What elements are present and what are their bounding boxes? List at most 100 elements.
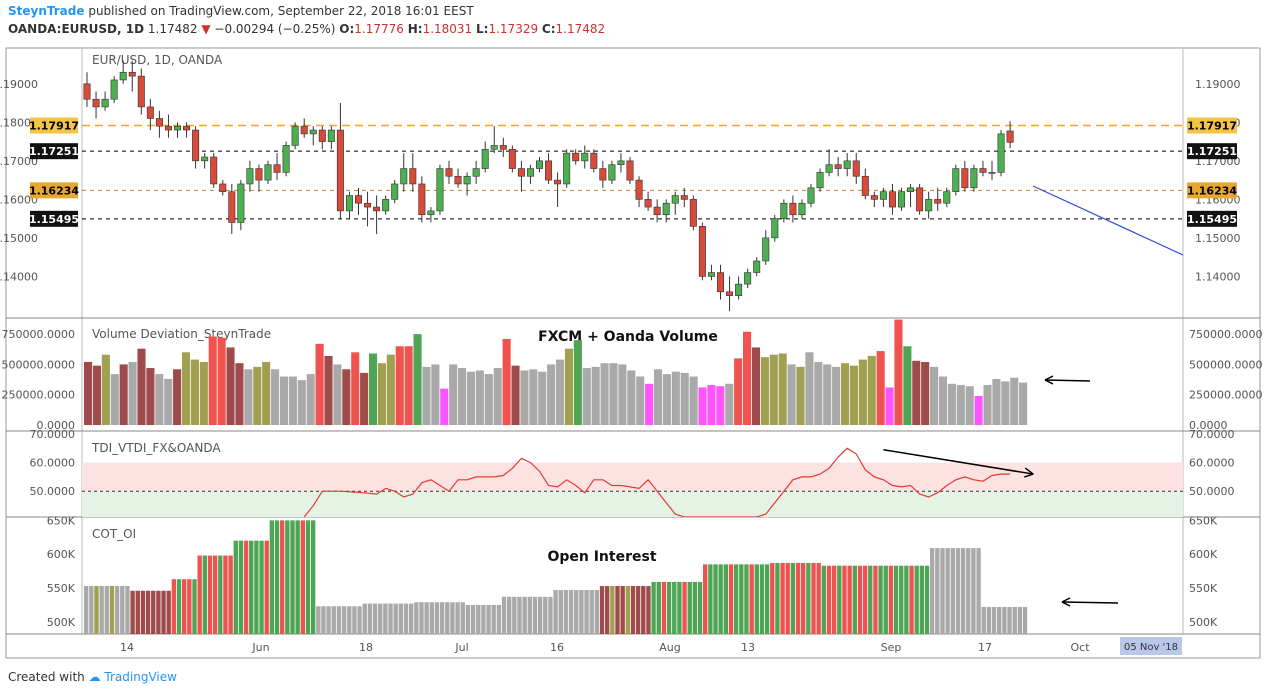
oi-bar [99, 585, 104, 634]
tradingview-cloud-icon: ☁ [88, 670, 101, 684]
oi-bar [383, 603, 388, 634]
oi-tick-right: 600K [1189, 548, 1218, 561]
time-tick-label: 14 [120, 641, 134, 654]
time-tick-label: Jul [454, 641, 468, 654]
oi-tick-left: 550K [47, 582, 76, 595]
time-tick-label: Aug [659, 641, 680, 654]
oi-bar [280, 520, 285, 634]
volume-bar [342, 369, 351, 425]
oi-bar [114, 585, 120, 634]
volume-bar [938, 376, 948, 425]
oi-bar [372, 603, 378, 634]
volume-bar [502, 338, 511, 425]
oi-bar [697, 581, 703, 634]
oi-bar [831, 565, 837, 634]
oi-bar [362, 603, 367, 634]
price-tick-right: 1.14000 [1195, 270, 1241, 283]
oi-bar [548, 596, 553, 634]
oi-bar [723, 564, 729, 634]
candle-body [155, 118, 163, 127]
volume-bar [440, 388, 449, 425]
publish-line: SteynTrade published on TradingView.com,… [8, 4, 474, 18]
candle-body [382, 199, 390, 212]
oi-bar [568, 590, 574, 634]
volume-bar [164, 378, 173, 425]
author-link[interactable]: SteynTrade [8, 4, 85, 18]
volume-bar [181, 352, 191, 425]
candle-body [834, 164, 842, 169]
candle-body [101, 98, 109, 108]
tdi-tick-right: 70.0000 [1189, 428, 1235, 441]
oi-bar [878, 565, 883, 634]
volume-bar [627, 370, 636, 425]
oi-bar [883, 565, 888, 634]
oi-bar [976, 548, 981, 634]
oi-bar [744, 564, 749, 634]
oi-bar [254, 540, 259, 634]
volume-bar [262, 361, 271, 425]
candle-body [128, 71, 136, 77]
footer: Created with ☁ TradingView [8, 670, 177, 684]
candle-body [698, 226, 706, 277]
tradingview-link[interactable]: TradingView [104, 670, 177, 684]
low-label: L: [476, 22, 489, 36]
candle-body [535, 160, 543, 169]
candle-body [943, 191, 951, 204]
close-label: C: [541, 22, 556, 36]
volume-bar [119, 364, 128, 425]
low-value: 1.17329 [488, 22, 539, 36]
candle-body [907, 187, 915, 192]
volume-bar [796, 366, 805, 425]
candle-body [436, 168, 444, 212]
oi-bar [703, 564, 708, 634]
tdi-tick-left: 70.0000 [30, 428, 76, 441]
oi-bar [326, 606, 331, 634]
volume-bar [351, 352, 360, 425]
oi-bar [202, 555, 208, 634]
high-value: 1.18031 [422, 22, 473, 36]
candle-body [146, 106, 154, 119]
candle-body [563, 152, 571, 185]
volume-bar [849, 365, 858, 425]
candle-body [110, 79, 118, 100]
volume-bar [377, 363, 386, 425]
symbol-line: OANDA:EURUSD, 1D 1.17482 ▼ −0.00294 (−0.… [8, 22, 605, 36]
oi-bar [450, 602, 455, 634]
volume-bar [386, 354, 395, 425]
candle-body [572, 152, 580, 162]
oi-bar [233, 540, 238, 634]
candle-body [282, 145, 290, 173]
oi-bar [764, 564, 770, 634]
oi-bar [599, 585, 605, 634]
oi-bar [120, 585, 125, 634]
oi-bar [801, 562, 806, 634]
volume-bar [297, 380, 306, 425]
level-tag-left-text: 1.16234 [29, 184, 79, 197]
volume-bar [645, 383, 654, 425]
candle-body [798, 202, 806, 216]
oi-bar [512, 596, 517, 634]
candle-body [472, 168, 480, 177]
volume-bar [974, 395, 983, 425]
candle-body [192, 129, 200, 162]
oi-bar [605, 585, 610, 634]
candle-body [861, 175, 869, 196]
candle-body [952, 168, 960, 192]
volume-bar [217, 337, 226, 425]
oi-bar [501, 596, 507, 634]
oi-bar [759, 564, 765, 634]
chart-area[interactable]: 1.190001.190001.180001.180001.170001.170… [0, 40, 1267, 662]
oi-bar [388, 603, 393, 634]
candle-body [309, 129, 317, 135]
oi-bar [527, 596, 532, 634]
oi-bar [156, 590, 161, 634]
oi-bar [408, 603, 414, 634]
oi-bar [434, 602, 440, 634]
candle-body [599, 168, 607, 181]
volume-bar [226, 347, 235, 425]
volume-bar [271, 369, 280, 425]
candle-body [689, 199, 697, 227]
tdi-pane-title: TDI_VTDI_FX&OANDA [91, 441, 221, 455]
oi-bar [842, 565, 847, 634]
candle-body [789, 202, 797, 216]
